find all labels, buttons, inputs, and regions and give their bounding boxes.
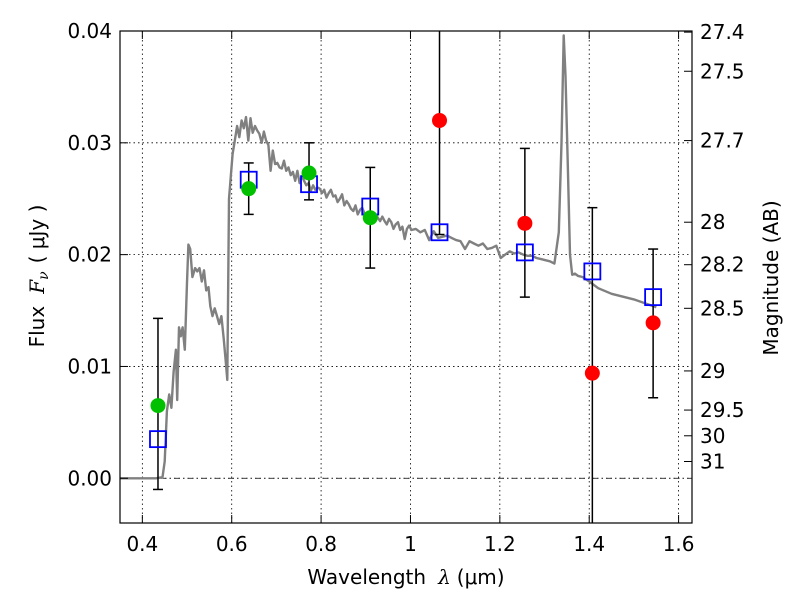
red-photometry-point-0: [432, 112, 448, 128]
y-tick-label-3: 0.03: [67, 131, 112, 155]
x-tick-label-5: 1.4: [573, 532, 605, 556]
y2-tick-label-0: 27.4: [700, 20, 745, 44]
y2-tick-label-1: 27.5: [700, 59, 745, 83]
model-flux-square-0: [149, 430, 167, 449]
spectrum-line: [120, 34, 657, 480]
green-photometry-point-1: [241, 181, 257, 197]
y2-tick-label-4: 28.2: [700, 253, 745, 277]
plot-frame: [119, 30, 693, 524]
y2-axis-label: Magnitude (AB): [759, 200, 783, 355]
model-flux-square-5: [515, 243, 534, 262]
x-tick-label-3: 1: [404, 532, 417, 556]
y-axis-label: FluxFν( μJy ): [25, 205, 52, 348]
x-axis-label: Wavelength λ (μm): [307, 565, 504, 589]
x-tick-label-0: 0.4: [126, 532, 158, 556]
y2-tick-label-6: 29: [700, 359, 725, 383]
model-flux-square-7: [644, 288, 663, 307]
data-markers: [149, 112, 663, 449]
red-photometry-point-3: [645, 315, 661, 331]
y2-tick-label-8: 30: [700, 424, 725, 448]
y2-tick-label-2: 27.7: [700, 129, 745, 153]
y2-tick-label-3: 28: [700, 210, 725, 234]
model-flux-square-4: [430, 223, 449, 242]
x-tick-label-1: 0.6: [216, 532, 248, 556]
y-tick-label-0: 0.00: [67, 466, 112, 490]
green-photometry-point-0: [150, 398, 166, 414]
y2-tick-label-5: 28.5: [700, 296, 745, 320]
green-photometry-point-3: [362, 210, 378, 226]
green-photometry-point-2: [301, 165, 317, 181]
y-tick-label-2: 0.02: [67, 243, 112, 267]
model-spectrum: [120, 34, 657, 480]
x-tick-label-2: 0.8: [305, 532, 337, 556]
y-axis-ticks: 0.00 0.01 0.02 0.03 0.04: [67, 19, 128, 490]
x-tick-label-6: 1.6: [663, 532, 695, 556]
red-photometry-point-1: [517, 215, 533, 231]
x-axis-ticks: 0.4 0.6 0.8 1 1.2 1.4 1.6: [126, 31, 695, 556]
y2-tick-label-7: 29.5: [700, 398, 745, 422]
red-photometry-point-2: [584, 365, 600, 381]
model-flux-square-6: [583, 262, 602, 281]
y-tick-label-4: 0.04: [67, 19, 112, 43]
x-tick-label-4: 1.2: [484, 532, 516, 556]
y2-tick-label-9: 31: [700, 450, 725, 474]
y-tick-label-1: 0.01: [67, 354, 112, 378]
